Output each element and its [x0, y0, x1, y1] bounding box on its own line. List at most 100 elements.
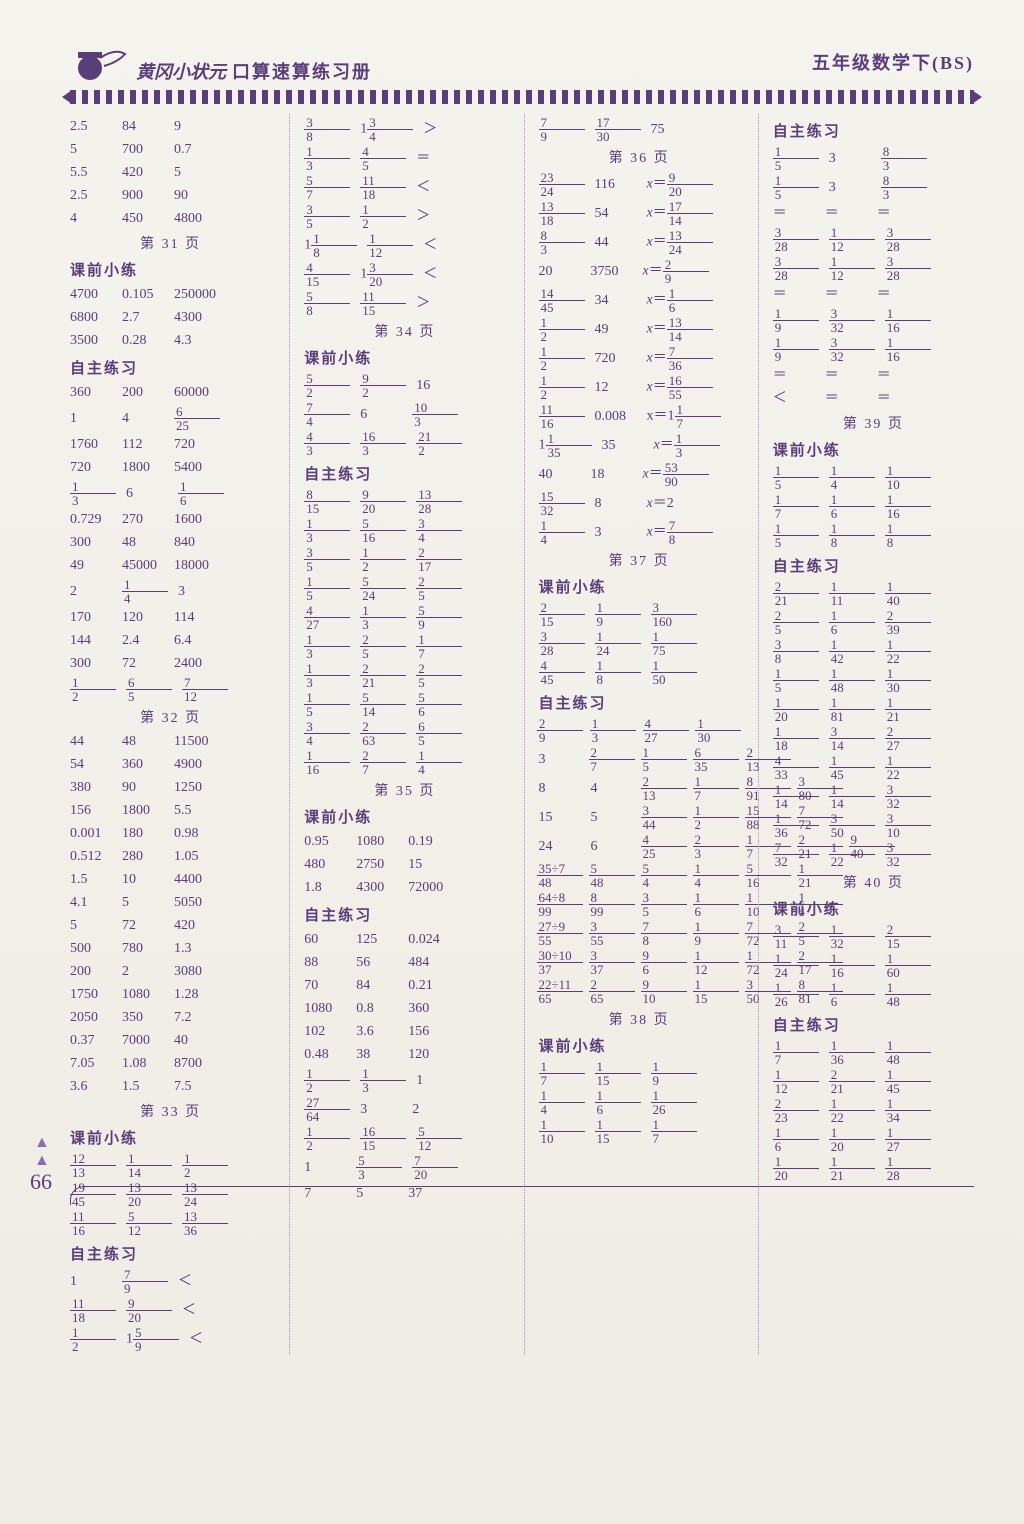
section-title: 自主练习 — [70, 1243, 271, 1264]
brand-script: 黄冈小状元 — [136, 58, 226, 84]
header-rule — [70, 90, 974, 104]
page-marker: 第 34 页 — [304, 321, 505, 341]
data-row: 5.54205 — [70, 162, 271, 183]
data-row: 0.5122801.05 — [70, 846, 271, 867]
data-row: 17136148 — [773, 1039, 974, 1066]
data-row: 27÷955355781977225 — [539, 920, 740, 947]
data-row: 2913427130 — [539, 717, 740, 744]
data-row: 1442.46.4 — [70, 630, 271, 651]
data-row: 328124175 — [539, 630, 740, 657]
data-row: 1760112720 — [70, 434, 271, 455]
data-row: 112221145 — [773, 1068, 974, 1095]
data-row: 0.9510800.19 — [304, 831, 505, 852]
page-marker: 第 33 页 — [70, 1101, 271, 1121]
section-title: 自主练习 — [773, 1014, 974, 1035]
data-row: 1.8430072000 — [304, 877, 505, 898]
section-title: 课前小练 — [773, 898, 974, 919]
data-row: 433145122 — [773, 754, 974, 781]
data-row: 8344x＝1324 — [539, 229, 740, 256]
page-marker: 第 31 页 — [70, 233, 271, 253]
section-title: 课前小练 — [539, 576, 740, 597]
page-marker: 第 36 页 — [539, 147, 740, 167]
data-row: 79173075 — [539, 116, 740, 143]
data-row: 746103 — [304, 401, 505, 428]
data-row: 22÷1165265910115350881 — [539, 978, 740, 1005]
data-row: 0.7292701600 — [70, 509, 271, 530]
data-row: 380901250 — [70, 777, 271, 798]
data-row: 1514110 — [773, 464, 974, 491]
data-row: 8856484 — [304, 952, 505, 973]
logo-icon — [70, 40, 130, 84]
data-row: 12131 — [304, 1067, 505, 1094]
data-row: 2.590090 — [70, 185, 271, 206]
data-row: 2.5849 — [70, 116, 271, 137]
grade-title: 五年级数学下(BS) — [812, 49, 974, 75]
data-row: 47000.105250000 — [70, 284, 271, 305]
data-row: 444811500 — [70, 731, 271, 752]
data-row: 2324116x＝920 — [539, 171, 740, 198]
data-row: 175010801.28 — [70, 984, 271, 1005]
data-row: 223122134 — [773, 1097, 974, 1124]
data-row: 2516239 — [773, 609, 974, 636]
data-row: 144534x＝16 — [539, 287, 740, 314]
data-row: 143x＝78 — [539, 519, 740, 546]
data-row: 16120127 — [773, 1126, 974, 1153]
data-row: 12616148 — [773, 981, 974, 1008]
data-row: 328112328 — [773, 255, 974, 282]
footer-rule — [70, 1186, 974, 1205]
data-row: 1351634 — [304, 517, 505, 544]
data-row: 4.155050 — [70, 892, 271, 913]
data-row: 494500018000 — [70, 555, 271, 576]
data-row: 13616 — [70, 480, 271, 507]
data-row: 11160.008x＝117 — [539, 403, 740, 430]
section-title: 课前小练 — [70, 259, 271, 280]
section-title: 课前小练 — [773, 439, 974, 460]
data-row: 732122332 — [773, 841, 974, 868]
data-row: 30÷103733796112172217 — [539, 949, 740, 976]
data-row: 20503507.2 — [70, 1007, 271, 1028]
data-row: 11011517 — [539, 1118, 740, 1145]
section-title: 课前小练 — [304, 806, 505, 827]
data-row: ＝＝＝ — [773, 365, 974, 386]
data-row: 571118＜ — [304, 174, 505, 201]
data-row: 1023.6156 — [304, 1021, 505, 1042]
data-row: 0.4838120 — [304, 1044, 505, 1065]
data-row: 15383 — [773, 145, 974, 172]
data-row: 221111140 — [773, 580, 974, 607]
data-row: ＝＝＝ — [773, 284, 974, 305]
data-row: 480275015 — [304, 854, 505, 875]
section-title: 自主练习 — [773, 120, 974, 141]
data-row: 2464252317221940 — [539, 833, 740, 860]
data-row: 4151320＜ — [304, 261, 505, 288]
data-row: 113535x＝13 — [539, 432, 740, 459]
book-title: 口算速算练习册 — [232, 58, 372, 84]
data-row: 8159201328 — [304, 488, 505, 515]
data-row: 19332116 — [773, 336, 974, 363]
data-row: 30048840 — [70, 532, 271, 553]
data-row: 19332116 — [773, 307, 974, 334]
data-row: 328112328 — [773, 226, 974, 253]
data-row: 35÷7485485414516121 — [539, 862, 740, 889]
data-row: 311132215 — [773, 923, 974, 950]
data-row: 5007801.3 — [70, 938, 271, 959]
data-row: 1249x＝1314 — [539, 316, 740, 343]
data-row: 4018x＝5390 — [539, 461, 740, 488]
data-row: 153720 — [304, 1154, 505, 1181]
data-row: 10800.8360 — [304, 998, 505, 1019]
data-row: 179＜ — [70, 1268, 271, 1295]
data-row: 15148130 — [773, 667, 974, 694]
data-row: 38134＞ — [304, 116, 505, 143]
data-row: 2143 — [70, 578, 271, 605]
data-row: 3512217 — [304, 546, 505, 573]
data-row: 72018005400 — [70, 457, 271, 478]
data-row: 203750x＝29 — [539, 258, 740, 285]
page-marker: 第 37 页 — [539, 550, 740, 570]
data-row: 151818 — [773, 522, 974, 549]
data-row: 124116160 — [773, 952, 974, 979]
data-row: 12159＜ — [70, 1326, 271, 1353]
data-row: ＝＝＝ — [773, 203, 974, 224]
data-row: 300722400 — [70, 653, 271, 674]
section-title: 课前小练 — [539, 1035, 740, 1056]
section-title: 课前小练 — [304, 347, 505, 368]
data-row: 43163212 — [304, 430, 505, 457]
